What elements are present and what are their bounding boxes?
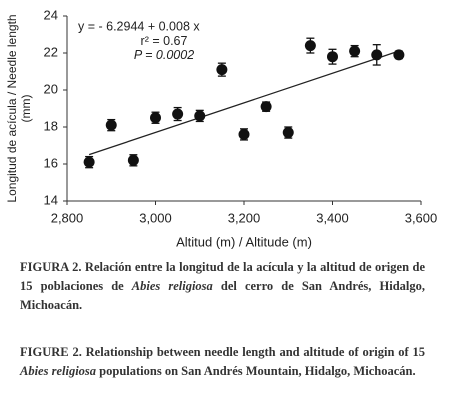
x-tick-label: 3,200 (228, 210, 261, 225)
y-tick-label: 22 (44, 44, 58, 59)
point (260, 101, 272, 113)
point (238, 128, 250, 140)
annotation: y = - 6.2944 + 0.008 x (78, 19, 200, 33)
x-tick-label: 3,000 (139, 210, 172, 225)
caption-text: FIGURE 2. Relationship between needle le… (20, 345, 425, 359)
y-axis-title: Longitud de acícula / Needle length (5, 14, 19, 202)
x-tick-label: 3,400 (316, 210, 349, 225)
y-axis-title: (mm) (19, 95, 33, 123)
caption-text: del cerro de San Andrés, Hidalgo, Michoa… (20, 279, 425, 312)
annotation: r² = 0.67 (141, 34, 188, 48)
point (105, 119, 117, 131)
point (150, 112, 161, 124)
point (216, 64, 228, 76)
point (127, 154, 139, 166)
y-tick-label: 18 (44, 118, 58, 133)
point (194, 110, 206, 122)
caption-text: populations on San Andrés Mountain, Hida… (96, 364, 416, 378)
species-name: Abies religiosa (20, 364, 97, 378)
annotation: P = 0.0002 (134, 48, 194, 62)
point (349, 45, 361, 57)
x-axis-title: Altitud (m) / Altitude (m) (176, 234, 312, 249)
y-tick-label: 20 (44, 81, 58, 96)
caption-text: FIGURA 2. Relación entre la longitud de … (20, 260, 425, 293)
caption-es: FIGURA 2. Relación entre la longitud de … (20, 258, 425, 315)
x-tick-label: 2,800 (51, 210, 84, 225)
caption-en: FIGURE 2. Relationship between needle le… (20, 343, 425, 381)
point (371, 49, 383, 61)
point (304, 40, 316, 52)
trend-line (88, 50, 400, 156)
point (393, 49, 405, 61)
chart: 14 16 18 20 22 24 2,800 3,000 3,200 3,400 3,600 Alt… (5, 7, 438, 249)
x-tick-label: 3,600 (405, 210, 438, 225)
y-tick-label: 14 (44, 192, 58, 207)
y-tick-label: 24 (44, 7, 58, 22)
species-name: Abies religiosa (131, 279, 213, 293)
y-tick-label: 16 (44, 155, 58, 170)
point (327, 51, 338, 63)
point (282, 127, 294, 139)
point (172, 108, 184, 120)
point (83, 156, 95, 168)
